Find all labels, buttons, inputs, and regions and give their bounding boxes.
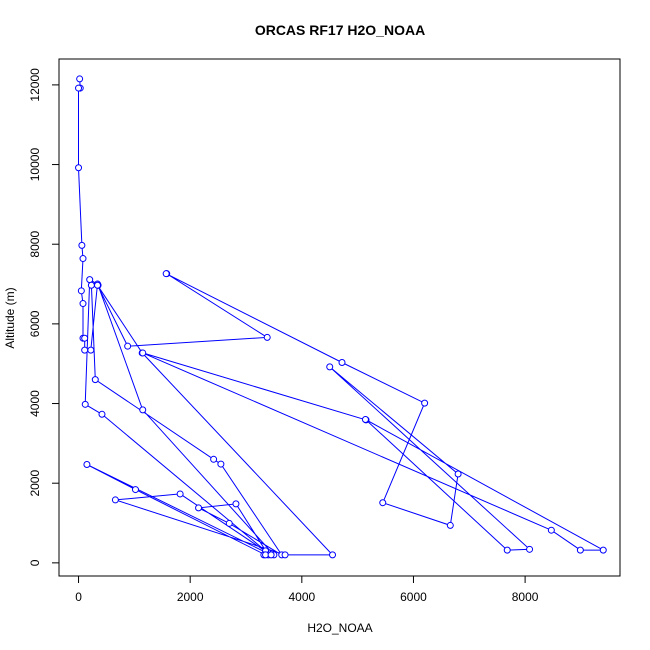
data-point [98,410,106,418]
data-point [547,526,555,534]
data-point [361,415,369,423]
data-point [79,255,87,263]
data-point [77,287,85,295]
x-axis-label: H2O_NOAA [307,621,372,635]
data-point [79,300,87,308]
data-point [446,521,454,529]
data-point [599,546,607,554]
data-point [111,496,119,504]
data-point [78,241,86,249]
data-point [454,470,462,478]
data-point [326,363,334,371]
y-axis-label: Altitude (m) [3,287,17,348]
data-point [176,490,184,498]
data-point [267,551,275,559]
data-point [281,551,289,559]
data-point [94,281,102,289]
data-point [139,406,147,414]
data-point [91,376,99,384]
series-line [78,78,604,556]
chart-title: ORCAS RF17 H2O_NOAA [255,22,425,38]
plot-area [58,58,621,577]
data-point [86,276,94,284]
y-axis: 0 2000 4000 6000 8000 10000 12000 [28,68,59,566]
x-tick-label: 4000 [288,590,315,604]
data-point [379,499,387,507]
data-point [75,84,83,92]
data-series [75,75,607,559]
data-point [87,346,95,354]
y-tick-label: 12000 [28,68,42,102]
data-point [131,486,139,494]
data-point [81,346,89,354]
data-point [526,545,534,553]
x-tick-label: 8000 [512,590,539,604]
y-tick-label: 10000 [28,148,42,182]
x-tick-label: 2000 [177,590,204,604]
data-point [217,460,225,468]
y-tick-label: 8000 [28,231,42,258]
data-point [81,400,89,408]
data-point [338,359,346,367]
x-tick-label: 0 [75,590,82,604]
data-point [576,546,584,554]
x-axis: 0 2000 4000 6000 8000 [75,576,539,604]
data-point [87,281,95,289]
data-point [329,551,337,559]
data-point [210,455,218,463]
data-point [162,270,170,278]
data-point [225,519,233,527]
data-point [139,349,147,357]
data-point [232,500,240,508]
y-tick-label: 4000 [28,390,42,417]
data-point [81,334,89,342]
data-point [124,342,132,350]
data-point [503,546,511,554]
y-tick-label: 2000 [28,470,42,497]
data-point [195,504,203,512]
data-point [263,333,271,341]
data-point [76,75,84,83]
y-tick-label: 6000 [28,310,42,337]
data-point [75,164,83,172]
y-tick-label: 0 [28,559,42,566]
data-point [83,460,91,468]
data-point [421,399,429,407]
x-tick-label: 6000 [400,590,427,604]
